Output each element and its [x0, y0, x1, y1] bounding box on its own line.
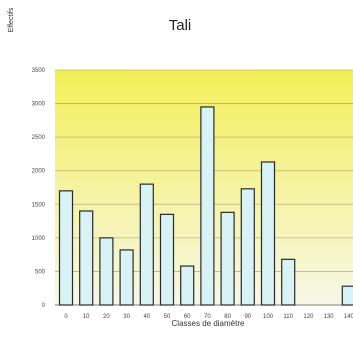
bars [58, 106, 353, 306]
bar [119, 249, 134, 306]
x-tick-label: 100 [263, 314, 274, 320]
y-tick-label: 1000 [32, 236, 46, 242]
y-ticks: 0 500 1000 1500 2000 2500 3000 3500 [32, 68, 46, 309]
x-axis-label: Classes de diamètre [172, 319, 245, 328]
y-tick-label: 0 [42, 303, 46, 309]
y-tick-label: 2000 [32, 169, 46, 175]
bar [159, 213, 175, 306]
y-tick-label: 3500 [32, 68, 46, 74]
y-tick-label: 3000 [32, 102, 46, 108]
bar [99, 237, 114, 306]
bar [260, 161, 276, 306]
x-tick-label: 90 [244, 314, 251, 320]
x-tick-label: 110 [283, 314, 293, 320]
bar [341, 285, 353, 306]
x-tick-label: 60 [184, 314, 191, 320]
x-tick-label: 20 [103, 314, 110, 320]
bar [180, 265, 195, 306]
x-tick-label: 40 [143, 314, 150, 320]
bar [240, 188, 255, 306]
x-tick-label: 50 [164, 314, 171, 320]
x-tick-label: 30 [123, 314, 130, 320]
bar [281, 258, 296, 306]
x-tick-label: 120 [303, 314, 314, 320]
x-tick-label: 0 [64, 314, 68, 320]
y-tick-label: 1500 [32, 202, 46, 208]
x-tick-label: 80 [224, 314, 231, 320]
y-axis-label: Effectifs [8, 7, 15, 32]
y-tick-label: 500 [35, 269, 46, 275]
x-tick-label: 10 [83, 314, 90, 320]
x-ticks: 0 10 20 30 40 50 60 70 80 90 100 110 120 130 140 [64, 314, 353, 320]
bar [58, 190, 74, 306]
x-tick-label: 140 [344, 314, 353, 320]
y-tick-label: 2500 [32, 135, 46, 141]
chart-title: Tali [169, 17, 192, 34]
bar [79, 210, 94, 306]
x-tick-label: 70 [204, 314, 211, 320]
x-tick-label: 130 [324, 314, 335, 320]
bar [200, 106, 215, 306]
bar [139, 183, 154, 306]
bar [220, 211, 235, 306]
